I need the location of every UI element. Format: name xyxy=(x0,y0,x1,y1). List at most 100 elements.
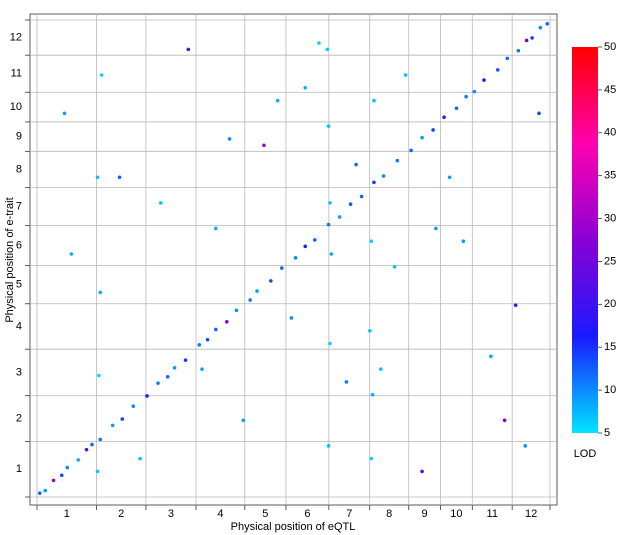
point xyxy=(372,98,376,103)
point xyxy=(348,202,353,206)
point xyxy=(344,380,349,384)
colorbar-tick-label: 40 xyxy=(604,127,616,139)
point xyxy=(120,417,125,421)
point xyxy=(99,73,104,77)
point xyxy=(205,337,210,342)
y-tick-label: 7 xyxy=(16,201,22,213)
point xyxy=(464,94,468,99)
point xyxy=(420,469,424,474)
point xyxy=(65,465,70,470)
point xyxy=(379,367,383,371)
point xyxy=(313,238,317,242)
point xyxy=(145,394,149,398)
point xyxy=(234,308,239,313)
point xyxy=(156,381,160,385)
point xyxy=(328,341,332,346)
x-tick-label: 9 xyxy=(422,508,428,520)
point xyxy=(434,226,438,231)
point xyxy=(248,298,252,302)
colorbar-tick-label: 50 xyxy=(604,41,616,53)
point xyxy=(303,85,307,90)
point xyxy=(262,143,266,148)
point xyxy=(442,115,446,119)
point xyxy=(84,447,89,452)
point xyxy=(447,175,452,180)
x-axis-label: Physical position of eQTL xyxy=(231,521,356,533)
point xyxy=(326,444,331,448)
point xyxy=(131,404,136,409)
point xyxy=(172,366,177,370)
colorbar-tick-label: 20 xyxy=(604,298,616,310)
point xyxy=(513,303,518,307)
colorbar-tick-label: 30 xyxy=(604,212,616,224)
x-tick-label: 12 xyxy=(525,508,537,520)
x-tick-label: 1 xyxy=(64,508,70,520)
x-tick-label: 8 xyxy=(386,508,392,520)
x-tick-label: 11 xyxy=(487,508,498,520)
point xyxy=(62,111,67,116)
y-tick-label: 2 xyxy=(16,413,22,425)
point xyxy=(325,47,329,52)
point xyxy=(516,48,521,53)
point xyxy=(98,437,103,442)
colorbar-tick-label: 35 xyxy=(604,170,616,182)
point xyxy=(213,327,218,332)
plot-frame xyxy=(29,13,558,506)
point xyxy=(227,137,232,141)
point xyxy=(359,194,364,199)
point xyxy=(165,374,170,379)
y-tick-label: 4 xyxy=(16,320,22,332)
point xyxy=(538,25,543,30)
point xyxy=(293,256,298,260)
colorbar-tick-label: 10 xyxy=(604,384,616,396)
point xyxy=(524,38,529,43)
point xyxy=(51,478,56,483)
point xyxy=(337,215,342,219)
colorbar-tick-label: 45 xyxy=(604,84,616,96)
point xyxy=(303,244,307,249)
point xyxy=(255,289,259,293)
point xyxy=(409,148,413,153)
point xyxy=(505,56,510,61)
colorbar xyxy=(572,47,598,433)
point xyxy=(369,239,374,244)
colorbar-tick-label: 25 xyxy=(604,255,616,267)
point xyxy=(329,252,334,256)
point xyxy=(289,316,294,320)
point xyxy=(95,175,100,180)
y-tick-label: 12 xyxy=(10,31,22,43)
point xyxy=(76,458,81,462)
y-tick-label: 3 xyxy=(16,366,22,378)
point xyxy=(186,47,191,52)
point xyxy=(110,423,115,428)
colorbar-tick-label: 15 xyxy=(604,341,616,353)
point xyxy=(381,174,386,178)
point xyxy=(59,473,64,478)
y-tick-label: 6 xyxy=(16,239,22,251)
point xyxy=(95,469,100,474)
point xyxy=(502,418,507,423)
point xyxy=(537,111,541,116)
y-tick-label: 1 xyxy=(16,463,22,475)
point xyxy=(158,201,163,205)
y-axis-label: Physical position of e-trait xyxy=(4,197,16,322)
point xyxy=(213,226,218,231)
point xyxy=(43,488,48,493)
point xyxy=(241,418,246,423)
x-tick-label: 5 xyxy=(262,508,268,520)
point xyxy=(328,201,332,205)
y-tick-label: 5 xyxy=(16,279,22,291)
point xyxy=(317,41,321,45)
point xyxy=(90,442,94,447)
y-tick-label: 9 xyxy=(16,131,22,143)
point xyxy=(395,158,400,163)
point xyxy=(472,89,477,94)
y-tick-label: 11 xyxy=(11,68,22,80)
point xyxy=(495,68,500,72)
point xyxy=(489,354,493,359)
y-tick-label: 8 xyxy=(16,163,22,175)
x-tick-label: 10 xyxy=(450,508,462,520)
point xyxy=(197,343,202,347)
x-tick-label: 4 xyxy=(217,508,223,520)
point xyxy=(200,367,204,371)
